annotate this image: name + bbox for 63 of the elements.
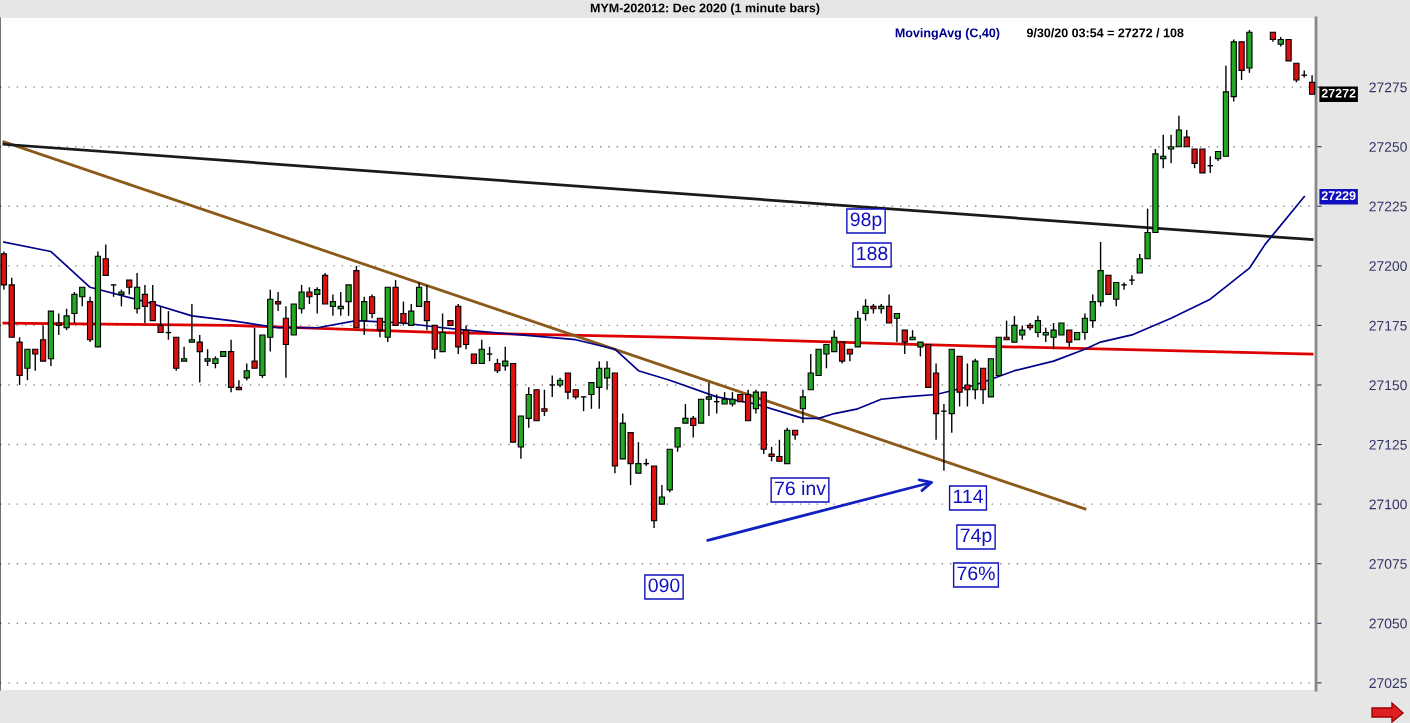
candlestick: [658, 484, 666, 505]
candlestick: [376, 317, 384, 339]
candlestick: [188, 303, 196, 343]
candlestick: [705, 381, 713, 417]
candlestick: [1120, 281, 1128, 291]
candlestick: [940, 403, 948, 472]
candlestick: [133, 272, 141, 315]
line-series: [3, 195, 1306, 420]
y-tick-label: 27125: [1369, 439, 1407, 450]
candlestick: [548, 374, 556, 398]
chart-title: MYM-202012: Dec 2020 (1 minute bars): [590, 3, 820, 15]
candlestick: [674, 427, 681, 453]
text: MovingAvg (C,40): [895, 28, 1000, 40]
candlestick: [423, 284, 431, 331]
candlestick: [149, 284, 156, 322]
candlestick: [1034, 315, 1042, 339]
y-tick-label: 27150: [1369, 380, 1407, 391]
candlestick: [478, 339, 485, 365]
annotation: 090: [648, 578, 680, 593]
candlestick: [603, 360, 611, 391]
candlestick: [752, 389, 760, 415]
candlestick: [39, 324, 47, 362]
candlestick: [838, 341, 846, 365]
candlestick: [415, 281, 423, 308]
annotation: 76%: [957, 566, 995, 581]
annotation: 74p: [960, 528, 992, 547]
annotation: 188: [857, 246, 888, 261]
candlestick: [697, 398, 705, 424]
text: 27229: [1321, 191, 1356, 201]
candlestick: [329, 293, 337, 317]
y-tick-label: 27025: [1369, 678, 1407, 689]
y-tick-label: 27225: [1369, 201, 1407, 212]
y-tick-label: 27250: [1369, 142, 1407, 152]
candlestick: [893, 312, 901, 343]
candlestick: [1081, 312, 1089, 341]
candlestick: [368, 293, 376, 319]
candlestick: [885, 293, 893, 324]
candlestick: [141, 284, 149, 324]
candlestick: [1293, 62, 1300, 84]
candlestick: [462, 324, 470, 350]
candlestick: [799, 389, 807, 424]
candlestick: [1128, 274, 1136, 286]
candlestick: [1167, 134, 1175, 165]
candlestick: [196, 334, 203, 384]
candlestick: [564, 372, 572, 400]
annotation: 98p: [850, 212, 882, 231]
y-tick-label: 27075: [1369, 559, 1407, 569]
y-tick-label: 27050: [1369, 618, 1407, 629]
candlestick: [102, 243, 109, 277]
y-tick-label: 27100: [1369, 499, 1407, 510]
candlestick: [180, 346, 188, 362]
candlestick: [1175, 115, 1183, 148]
y-tick-label: 27275: [1369, 82, 1407, 93]
annotation: 114: [953, 489, 983, 504]
y-tick-label: 27175: [1369, 320, 1407, 331]
y-tick-label: 27200: [1369, 261, 1407, 271]
candlestick: [274, 291, 282, 312]
candlestick: [157, 305, 164, 334]
candlestick: [979, 367, 987, 405]
candlestick: [1308, 74, 1316, 95]
annotation: 9/30/20 03:54 = 27272 / 108: [1026, 28, 1184, 38]
annotation: 76 inv: [775, 480, 826, 496]
text: 27272: [1321, 88, 1356, 98]
